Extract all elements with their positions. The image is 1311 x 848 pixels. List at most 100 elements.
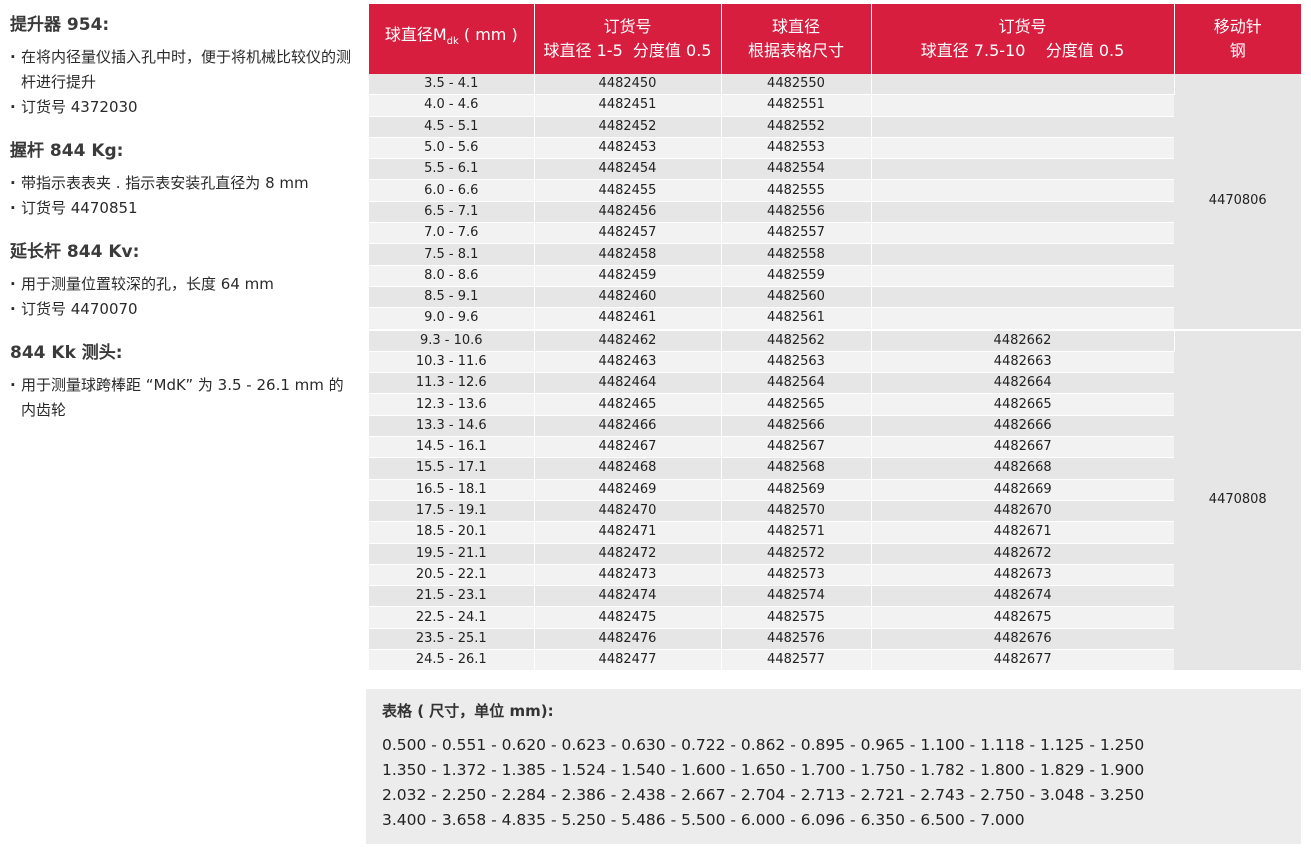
order-table: 球直径Mdk ( mm ) 订货号 球直径 1-5 分度值 0.5 球直径 根据… xyxy=(369,4,1301,672)
table-size-order-cell: 4482566 xyxy=(721,415,872,438)
table-size-order-cell: 4482569 xyxy=(721,479,872,501)
order-no-large-cell: 4482667 xyxy=(871,436,1174,459)
table-row: 15.5 - 17.1 4482468 4482568 4482668 xyxy=(369,457,1301,480)
table-row: 7.0 - 7.6 4482457 4482557 xyxy=(369,222,1301,245)
table-row: 13.3 - 14.6 4482466 4482566 4482666 xyxy=(369,415,1301,438)
table-row: 24.5 - 26.1 4482477 4482577 4482677 xyxy=(369,649,1301,672)
table-row: 5.5 - 6.1 4482454 4482554 xyxy=(369,158,1301,181)
header-ball-diameter-subscript: dk xyxy=(446,36,459,48)
header-table-size-label: 根据表格尺寸 xyxy=(747,41,844,60)
ball-diameter-cell: 8.5 - 9.1 xyxy=(369,286,535,309)
order-no-large-cell: 4482674 xyxy=(871,585,1174,608)
header-order-no-range: 球直径 1-5 分度值 0.5 xyxy=(543,41,712,60)
order-no-cell: 4482450 xyxy=(534,74,722,96)
order-no-large-cell: 4482675 xyxy=(871,606,1174,629)
ball-diameter-cell: 21.5 - 23.1 xyxy=(369,585,535,608)
header-order-no-7-5-10: 订货号 球直径 7.5-10 分度值 0.5 xyxy=(871,4,1175,74)
order-no-cell: 4482472 xyxy=(534,543,722,565)
ball-diameter-cell: 8.0 - 8.6 xyxy=(369,265,535,287)
table-row: 5.0 - 5.6 4482453 4482553 xyxy=(369,137,1301,160)
order-no-large-cell: 4482673 xyxy=(871,564,1174,587)
order-no-cell: 4482461 xyxy=(534,307,722,331)
order-no-cell: 4482462 xyxy=(534,328,722,352)
table-size-order-cell: 4482552 xyxy=(721,116,872,138)
order-no-large-cell xyxy=(871,158,1174,181)
order-no-large-cell xyxy=(871,179,1174,202)
size-line-3: 2.032 - 2.250 - 2.284 - 2.386 - 2.438 - … xyxy=(382,786,1145,804)
order-no-large-cell xyxy=(871,286,1174,309)
size-line-4: 3.400 - 3.658 - 4.835 - 5.250 - 5.486 - … xyxy=(382,811,1025,829)
table-body: 3.5 - 4.1 4482450 4482550 4470806 4.0 - 4.6 4… xyxy=(369,74,1301,672)
order-no-large-cell: 4482668 xyxy=(871,457,1174,480)
ball-diameter-cell: 9.0 - 9.6 xyxy=(369,307,535,331)
table-row: 11.3 - 12.6 4482464 4482564 4482664 xyxy=(369,372,1301,395)
order-no-large-cell: 4482664 xyxy=(871,372,1174,395)
order-no-large-cell xyxy=(871,74,1175,96)
table-size-order-cell: 4482556 xyxy=(721,201,872,224)
header-order-no-1-5: 订货号 球直径 1-5 分度值 0.5 xyxy=(534,4,722,74)
ball-diameter-cell: 5.5 - 6.1 xyxy=(369,158,535,181)
ball-diameter-cell: 18.5 - 20.1 xyxy=(369,521,535,544)
ball-diameter-cell: 6.5 - 7.1 xyxy=(369,201,535,224)
steel-pin-cell: 4470806 xyxy=(1174,74,1301,331)
order-no-cell: 4482454 xyxy=(534,158,722,181)
table-row: 17.5 - 19.1 4482470 4482570 4482670 xyxy=(369,500,1301,523)
order-no-large-cell xyxy=(871,265,1174,287)
table-size-order-cell: 4482570 xyxy=(721,500,872,523)
ball-diameter-cell: 23.5 - 25.1 xyxy=(369,628,535,651)
order-no-cell: 4482466 xyxy=(534,415,722,438)
order-no-cell: 4482458 xyxy=(534,243,722,266)
order-no-large-cell: 4482671 xyxy=(871,521,1174,544)
order-no-cell: 4482451 xyxy=(534,94,722,117)
order-no-large-cell xyxy=(871,222,1174,245)
table-row: 19.5 - 21.1 4482472 4482572 4482672 xyxy=(369,543,1301,565)
order-no-large-cell xyxy=(871,94,1174,117)
table-row: 4.0 - 4.6 4482451 4482551 xyxy=(369,94,1301,117)
size-table-title: 表格 ( 尺寸，单位 mm): xyxy=(382,702,554,720)
order-no-cell: 4482464 xyxy=(534,372,722,395)
order-no-large-cell xyxy=(871,243,1174,266)
ball-diameter-cell: 20.5 - 22.1 xyxy=(369,564,535,587)
order-no-cell: 4482476 xyxy=(534,628,722,651)
order-no-cell: 4482463 xyxy=(534,351,722,374)
table-size-order-cell: 4482574 xyxy=(721,585,872,608)
ball-diameter-cell: 22.5 - 24.1 xyxy=(369,606,535,629)
order-no-cell: 4482474 xyxy=(534,585,722,608)
header-ball-diameter: 球直径Mdk ( mm ) xyxy=(369,4,535,74)
order-no-large-cell: 4482663 xyxy=(871,351,1174,374)
header-order-no-label: 订货号 xyxy=(603,17,652,36)
order-no-large-cell xyxy=(871,137,1174,160)
ball-diameter-cell: 4.0 - 4.6 xyxy=(369,94,535,117)
accessory-section: 握杆 844 Kg: 带指示表表夹 . 指示表安装孔直径为 8 mm订货号 447… xyxy=(10,140,355,221)
order-no-cell: 4482457 xyxy=(534,222,722,245)
size-table-box: 表格 ( 尺寸，单位 mm): 0.500 - 0.551 - 0.620 - … xyxy=(366,689,1301,844)
header-order-no-range-2: 球直径 7.5-10 分度值 0.5 xyxy=(920,41,1125,60)
order-no-cell: 4482468 xyxy=(534,457,722,480)
order-no-cell: 4482471 xyxy=(534,521,722,544)
order-no-cell: 4482469 xyxy=(534,479,722,501)
ball-diameter-cell: 7.5 - 8.1 xyxy=(369,243,535,266)
order-no-cell: 4482453 xyxy=(534,137,722,160)
ball-diameter-table: 球直径Mdk ( mm ) 订货号 球直径 1-5 分度值 0.5 球直径 根据… xyxy=(369,4,1301,672)
table-row: 6.5 - 7.1 4482456 4482556 xyxy=(369,201,1301,224)
order-no-large-cell xyxy=(871,201,1174,224)
order-no-large-cell xyxy=(871,116,1174,138)
accessory-bullet: 订货号 4372030 xyxy=(10,95,355,120)
header-ball-diameter-unit: ( mm ) xyxy=(463,25,518,45)
left-description: 提升器 954: 在将内径量仪插入孔中时，便于将机械比较仪的测杆进行提升订货号 4… xyxy=(10,14,355,443)
accessory-title: 提升器 954: xyxy=(10,15,110,35)
steel-pin-cell: 4470808 xyxy=(1174,328,1301,672)
table-size-order-cell: 4482554 xyxy=(721,158,872,181)
ball-diameter-cell: 16.5 - 18.1 xyxy=(369,479,535,501)
order-no-cell: 4482452 xyxy=(534,116,722,138)
order-no-cell: 4482456 xyxy=(534,201,722,224)
ball-diameter-cell: 19.5 - 21.1 xyxy=(369,543,535,565)
accessory-bullets: 用于测量球跨棒距 “MdK” 为 3.5 - 26.1 mm 的内齿轮 xyxy=(10,373,355,423)
table-size-order-cell: 4482563 xyxy=(721,351,872,374)
table-size-order-cell: 4482561 xyxy=(721,307,872,331)
table-size-order-cell: 4482575 xyxy=(721,606,872,629)
table-header-row: 球直径Mdk ( mm ) 订货号 球直径 1-5 分度值 0.5 球直径 根据… xyxy=(369,4,1301,74)
header-ball-diameter-label: 球直径M xyxy=(384,25,447,45)
accessory-bullets: 用于测量位置较深的孔，长度 64 mm订货号 4470070 xyxy=(10,272,355,322)
order-no-large-cell: 4482677 xyxy=(871,649,1174,672)
